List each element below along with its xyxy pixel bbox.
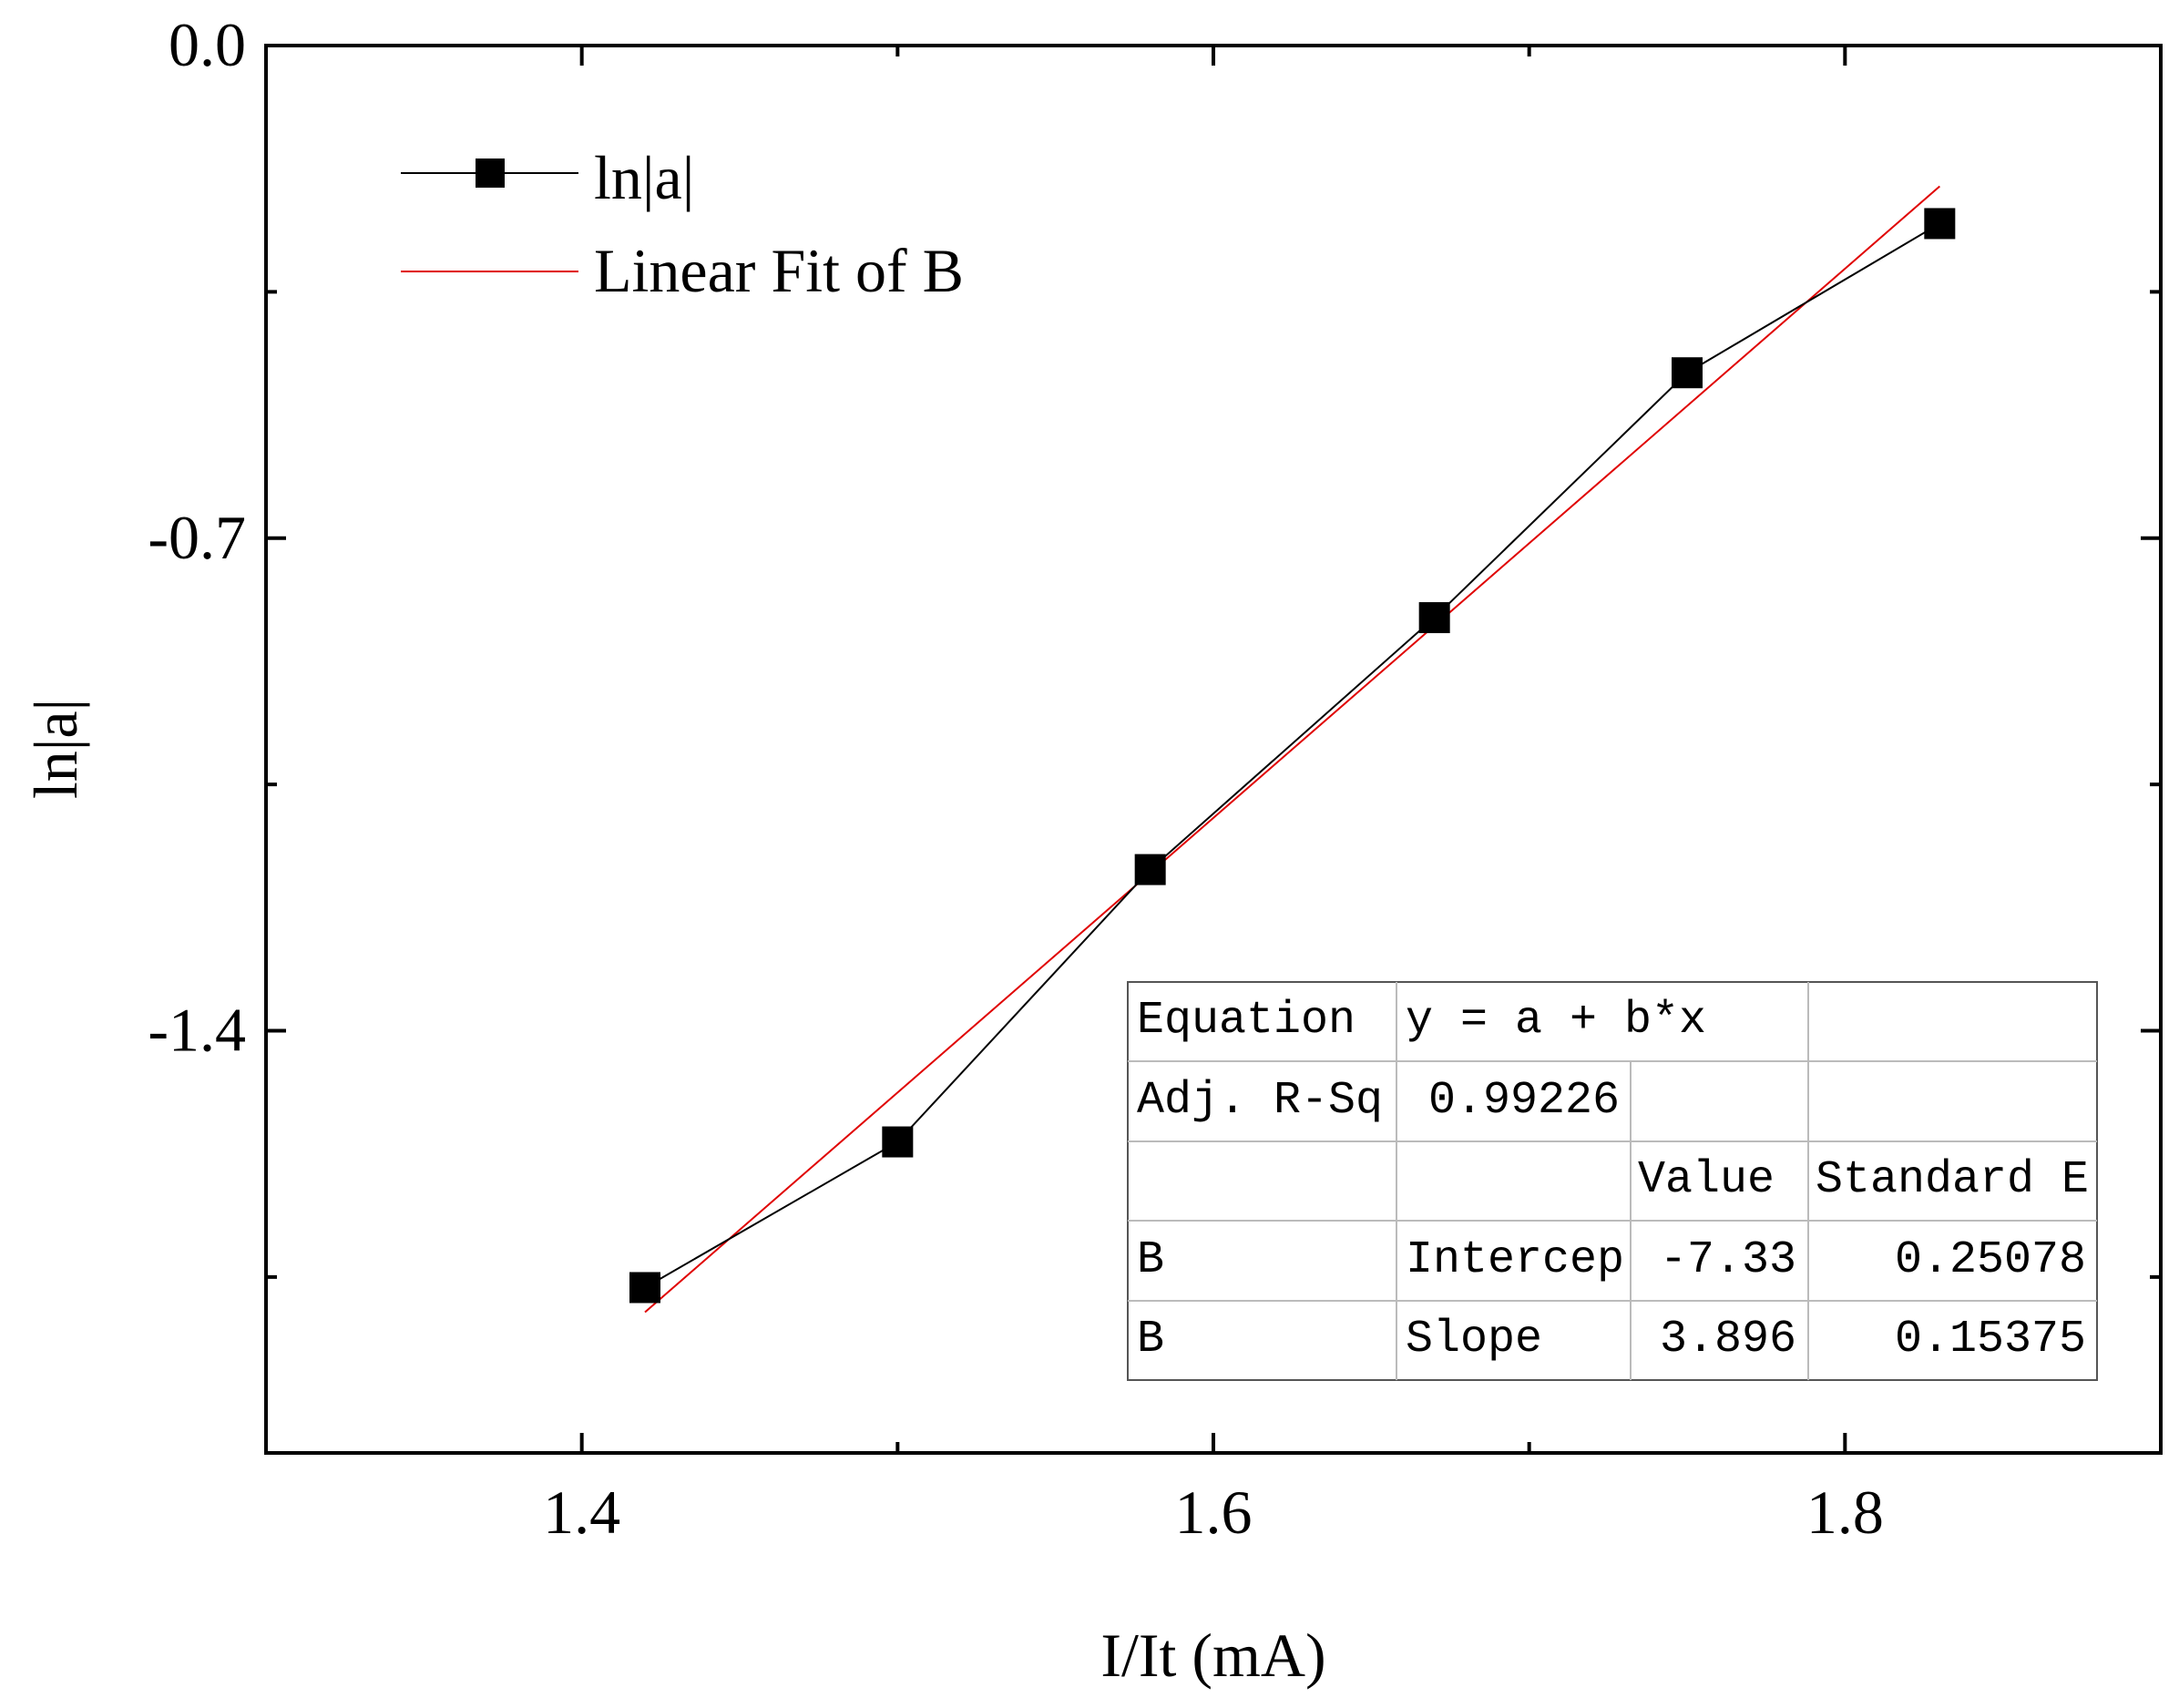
fit-table-cell: 0.99226 (1428, 1075, 1620, 1127)
fit-table-cell: B (1137, 1314, 1164, 1365)
x-tick-label: 1.4 (543, 1478, 620, 1547)
y-axis-label: ln|a| (21, 699, 90, 799)
x-axis-label: I/It (mA) (1100, 1621, 1325, 1690)
fit-table-cell: Equation (1137, 995, 1355, 1047)
fit-table-cell: y = a + b*x (1406, 995, 1706, 1047)
legend-label-fit: Linear Fit of B (594, 236, 964, 305)
y-tick-label: -0.7 (148, 503, 246, 572)
fit-table-cell: 3.896 (1660, 1314, 1796, 1365)
legend-label-data: ln|a| (594, 143, 694, 212)
y-tick-label: 0.0 (169, 10, 246, 79)
data-point-marker (882, 1126, 914, 1158)
fit-table-cell: Standard E (1816, 1154, 2089, 1206)
data-series-line (644, 222, 1940, 1289)
data-point-marker (629, 1272, 660, 1304)
fit-table-border (1127, 981, 2098, 1381)
legend-square-marker (476, 159, 505, 188)
series-layer (629, 185, 1956, 1314)
fit-table-cell: Intercep (1406, 1234, 1624, 1286)
fit-table-cell: Value (1638, 1154, 1775, 1206)
data-point-marker (1924, 208, 1956, 240)
x-tick-label: 1.8 (1806, 1478, 1884, 1547)
y-tick-label: -1.4 (148, 996, 246, 1065)
legend: ln|a| Linear Fit of B (401, 143, 964, 305)
y-axis-ticks: 0.0 -0.7 -1.4 (148, 10, 2161, 1279)
data-point-marker (1672, 357, 1703, 389)
fit-table-cell: 0.15375 (1895, 1314, 2086, 1365)
fit-table-cell: B (1137, 1234, 1164, 1286)
x-axis-ticks: 1.4 1.6 1.8 (543, 46, 1884, 1547)
x-tick-label: 1.6 (1175, 1478, 1253, 1547)
linear-fit-line (644, 185, 1940, 1314)
data-point-marker (1134, 854, 1166, 885)
data-point-marker (1418, 602, 1450, 634)
fit-table-cell: 0.25078 (1895, 1234, 2086, 1286)
fit-table: Equation y = a + b*x Adj. R-Sq 0.99226 V… (1127, 981, 2098, 1381)
fit-table-cell: Slope (1406, 1314, 1542, 1365)
fit-table-cell: -7.33 (1660, 1234, 1796, 1286)
fit-table-cell: Adj. R-Sq (1137, 1075, 1383, 1127)
